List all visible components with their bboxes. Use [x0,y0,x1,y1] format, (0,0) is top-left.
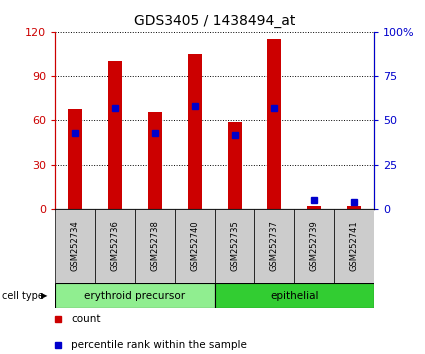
Bar [95,209,135,283]
Bar [267,39,281,209]
Text: erythroid precursor: erythroid precursor [85,291,185,301]
Text: count: count [71,314,101,325]
Text: GSM252739: GSM252739 [310,221,319,272]
Text: percentile rank within the sample: percentile rank within the sample [71,340,247,350]
Bar [307,206,321,209]
Bar [148,112,162,209]
Bar [135,209,175,283]
Bar [227,122,241,209]
Text: GSM252736: GSM252736 [110,221,119,272]
Text: GSM252740: GSM252740 [190,221,199,272]
Text: GSM252737: GSM252737 [270,221,279,272]
Text: GSM252735: GSM252735 [230,221,239,272]
Bar [188,54,202,209]
Bar [55,283,215,308]
Text: ▶: ▶ [41,291,48,300]
Bar [215,283,374,308]
Text: GSM252738: GSM252738 [150,221,159,272]
Text: cell type: cell type [2,291,44,301]
Bar [294,209,334,283]
Text: GSM252741: GSM252741 [350,221,359,272]
Bar [68,109,82,209]
Bar [215,209,255,283]
Text: epithelial: epithelial [270,291,319,301]
Bar [255,209,294,283]
Bar [175,209,215,283]
Bar [108,61,122,209]
Title: GDS3405 / 1438494_at: GDS3405 / 1438494_at [134,14,295,28]
Bar [55,209,95,283]
Bar [334,209,374,283]
Bar [347,206,361,209]
Text: GSM252734: GSM252734 [71,221,79,272]
